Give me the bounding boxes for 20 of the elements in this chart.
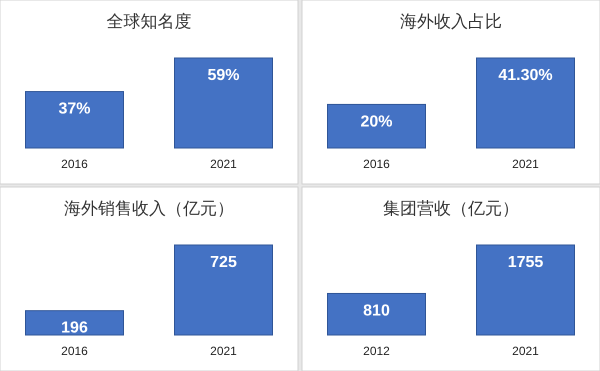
x-tick-label: 2016 <box>61 157 88 171</box>
data-label: 59% <box>207 67 240 84</box>
x-tick-label: 2021 <box>210 344 238 358</box>
chart-title: 海外收入占比 <box>400 12 502 31</box>
data-label: 725 <box>210 254 237 271</box>
data-label: 1755 <box>508 254 544 271</box>
x-tick-label: 2021 <box>512 157 540 171</box>
chart-title: 海外销售收入（亿元） <box>64 199 234 218</box>
x-tick-label: 2016 <box>61 344 88 358</box>
chart-title: 集团营收（亿元） <box>383 199 519 218</box>
data-label: 20% <box>360 113 393 130</box>
data-label: 41.30% <box>498 67 553 84</box>
x-tick-label: 2012 <box>363 344 390 358</box>
chart-title: 全球知名度 <box>106 12 192 31</box>
data-label: 196 <box>61 320 88 337</box>
data-label: 810 <box>363 302 390 320</box>
x-tick-label: 2016 <box>363 157 390 171</box>
x-tick-label: 2021 <box>512 344 540 358</box>
x-tick-label: 2021 <box>210 157 238 171</box>
data-label: 37% <box>58 100 91 118</box>
